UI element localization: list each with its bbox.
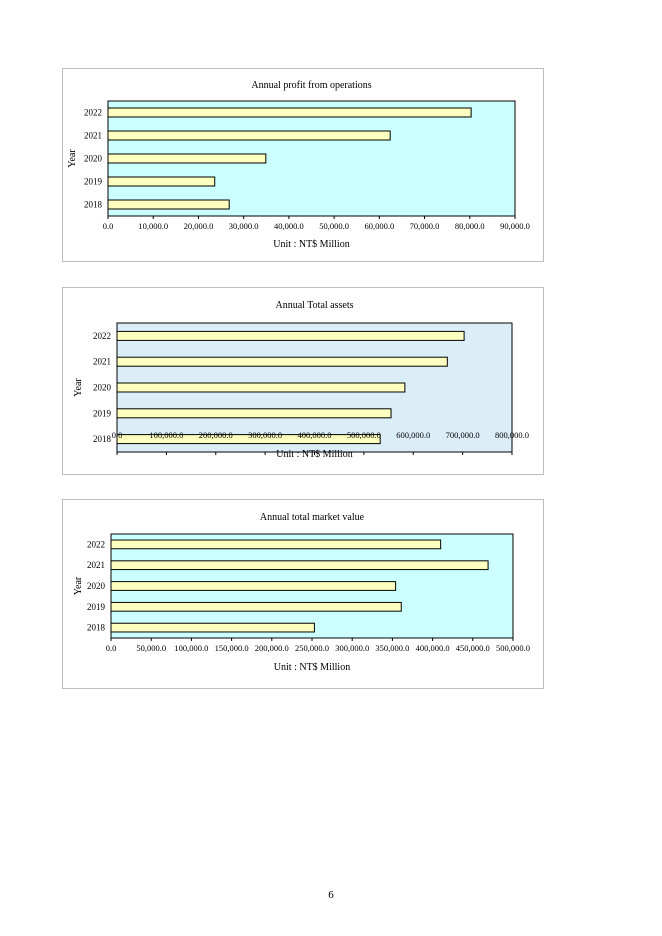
bar-2021 bbox=[116, 356, 448, 367]
x-tick-label: 20,000.0 bbox=[184, 221, 214, 231]
bar-2022 bbox=[110, 539, 442, 550]
chart-title: Annual Total assets bbox=[276, 300, 354, 311]
x-tick-label: 0.0 bbox=[103, 221, 114, 231]
x-tick-label: 10,000.0 bbox=[138, 221, 168, 231]
x-tick-label: 500,000.0 bbox=[496, 643, 530, 653]
x-tick-label: 600,000.0 bbox=[396, 430, 430, 440]
bar-2021 bbox=[110, 560, 489, 571]
bar-2018 bbox=[110, 622, 315, 633]
assets-chart: Annual Total assets 2022 2021 2020 2019 2018 0… bbox=[73, 300, 529, 460]
x-tick-label: 300,000.0 bbox=[248, 430, 282, 440]
chart-title: Annual profit from operations bbox=[251, 80, 371, 91]
x-tick-label: 200,000.0 bbox=[255, 643, 289, 653]
category-label-2019: 2019 bbox=[93, 408, 112, 418]
market-value-chart: Annual total market value 2022 2021 2020 201… bbox=[73, 512, 530, 673]
x-tick-label: 100,000.0 bbox=[149, 430, 183, 440]
x-axis-label: Unit : NT$ Million bbox=[273, 239, 349, 250]
x-tick-label: 500,000.0 bbox=[347, 430, 381, 440]
profit-chart: Annual profit from operations 2022 2021 202… bbox=[67, 80, 530, 250]
bar-2022 bbox=[107, 107, 472, 118]
x-tick-label: 400,000.0 bbox=[416, 643, 450, 653]
bar-2020 bbox=[110, 581, 397, 591]
page-number: 6 bbox=[328, 889, 334, 901]
x-tick-label: 350,000.0 bbox=[375, 643, 409, 653]
x-axis-label: Unit : NT$ Million bbox=[276, 449, 352, 460]
x-tick-label: 70,000.0 bbox=[410, 221, 440, 231]
x-tick-label: 80,000.0 bbox=[455, 221, 485, 231]
y-axis-label: Year bbox=[73, 378, 84, 397]
x-tick-label: 800,000.0 bbox=[495, 430, 529, 440]
y-axis-label: Year bbox=[67, 149, 78, 168]
category-label-2021: 2021 bbox=[84, 131, 102, 141]
bar-2022 bbox=[116, 330, 465, 341]
bar-2018 bbox=[116, 434, 381, 445]
x-tick-label: 50,000.0 bbox=[136, 643, 166, 653]
x-tick-label: 100,000.0 bbox=[174, 643, 208, 653]
x-tick-label: 200,000.0 bbox=[199, 430, 233, 440]
assets-chart-panel: Annual Total assets 2022 2021 2020 2019 2018 0… bbox=[62, 287, 544, 475]
x-tick-label: 90,000.0 bbox=[500, 221, 530, 231]
category-label-2020: 2020 bbox=[84, 154, 103, 164]
profit-chart-panel: Annual profit from operations 2022 2021 202… bbox=[62, 68, 544, 262]
bar-2021 bbox=[107, 130, 391, 141]
category-label-2021: 2021 bbox=[87, 560, 105, 570]
bar-2019 bbox=[110, 601, 402, 612]
chart-title: Annual total market value bbox=[260, 512, 365, 523]
x-tick-label: 250,000.0 bbox=[295, 643, 329, 653]
x-tick-label: 700,000.0 bbox=[446, 430, 480, 440]
x-tick-label: 150,000.0 bbox=[215, 643, 249, 653]
category-label-2019: 2019 bbox=[84, 177, 103, 187]
x-tick-label: 40,000.0 bbox=[274, 221, 304, 231]
x-tick-label: 60,000.0 bbox=[364, 221, 394, 231]
x-tick-label: 30,000.0 bbox=[229, 221, 259, 231]
x-tick-label: 450,000.0 bbox=[456, 643, 490, 653]
category-label-2020: 2020 bbox=[93, 383, 112, 393]
category-label-2020: 2020 bbox=[87, 581, 106, 591]
category-label-2018: 2018 bbox=[84, 200, 103, 210]
x-tick-label: 0.0 bbox=[106, 643, 117, 653]
x-tick-label: 300,000.0 bbox=[335, 643, 369, 653]
category-label-2018: 2018 bbox=[93, 434, 112, 444]
bar-2020 bbox=[107, 153, 267, 164]
x-tick-label: 400,000.0 bbox=[298, 430, 332, 440]
x-axis-label: Unit : NT$ Million bbox=[274, 662, 350, 673]
bar-2020 bbox=[116, 382, 406, 393]
x-tick-label: 0.0 bbox=[112, 430, 123, 440]
category-label-2021: 2021 bbox=[93, 357, 111, 367]
bar-2019 bbox=[107, 176, 216, 187]
y-axis-label: Year bbox=[73, 576, 84, 595]
category-label-2022: 2022 bbox=[87, 539, 105, 549]
category-label-2022: 2022 bbox=[84, 108, 102, 118]
category-label-2022: 2022 bbox=[93, 331, 111, 341]
bar-2019 bbox=[116, 408, 392, 419]
market-value-chart-panel: Annual total market value 2022 2021 2020 201… bbox=[62, 499, 544, 689]
category-label-2019: 2019 bbox=[87, 602, 106, 612]
bar-2018 bbox=[107, 199, 230, 210]
x-tick-label: 50,000.0 bbox=[319, 221, 349, 231]
category-label-2018: 2018 bbox=[87, 623, 106, 633]
